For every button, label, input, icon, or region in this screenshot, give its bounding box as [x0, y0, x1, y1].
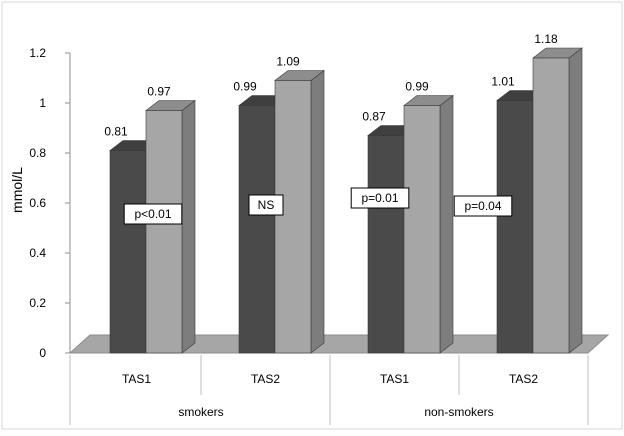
bar	[145, 99, 196, 354]
bar-front	[238, 105, 276, 354]
x-category-label: TAS1	[380, 372, 409, 386]
bar-side	[181, 99, 196, 354]
p-value-annotation: NS	[248, 194, 284, 216]
y-tick-label: 1.2	[29, 46, 46, 60]
data-label: 0.99	[233, 80, 257, 94]
bar-front	[532, 57, 570, 354]
bar	[403, 94, 454, 354]
x-category-label: TAS2	[251, 372, 280, 386]
bar	[532, 47, 583, 354]
data-label: 0.81	[104, 125, 128, 139]
annotation-box	[453, 195, 513, 217]
bar-front	[145, 110, 183, 354]
x-group-label: non-smokers	[424, 405, 493, 419]
data-label: 1.09	[276, 55, 300, 69]
bar-front	[367, 135, 405, 354]
y-tick-label: 0	[39, 346, 46, 360]
annotation-text: p=0.01	[361, 191, 398, 205]
annotation-text: p=0.04	[464, 199, 501, 213]
p-value-annotation: p=0.01	[350, 187, 410, 209]
annotation-box	[248, 194, 284, 216]
data-label: 1.01	[491, 75, 515, 89]
annotation-box	[123, 203, 183, 225]
y-axis-label: mmol/L	[9, 167, 25, 213]
bar-side	[310, 69, 325, 354]
annotation-box	[350, 187, 410, 209]
data-label: 0.87	[362, 110, 386, 124]
bar-front	[496, 100, 534, 354]
y-tick-label: 1	[39, 96, 46, 110]
p-value-annotation: p<0.01	[123, 203, 183, 225]
data-label: 0.97	[147, 85, 171, 99]
y-tick-label: 0.8	[29, 146, 46, 160]
y-tick-label: 0.6	[29, 196, 46, 210]
bar-front	[109, 150, 147, 354]
x-category-label: TAS1	[122, 372, 151, 386]
p-value-annotation: p=0.04	[453, 195, 513, 217]
x-category-label: TAS2	[509, 372, 538, 386]
bar-side	[568, 47, 583, 354]
y-tick-label: 0.2	[29, 296, 46, 310]
data-label: 0.99	[405, 80, 429, 94]
bar	[274, 69, 325, 354]
bar-side	[439, 94, 454, 354]
y-tick-label: 0.4	[29, 246, 46, 260]
bar-front	[403, 105, 441, 354]
annotation-text: p<0.01	[134, 207, 171, 221]
data-label: 1.18	[534, 32, 558, 46]
annotation-text: NS	[258, 198, 275, 212]
x-group-label: smokers	[178, 405, 223, 419]
bar-front	[274, 80, 312, 354]
